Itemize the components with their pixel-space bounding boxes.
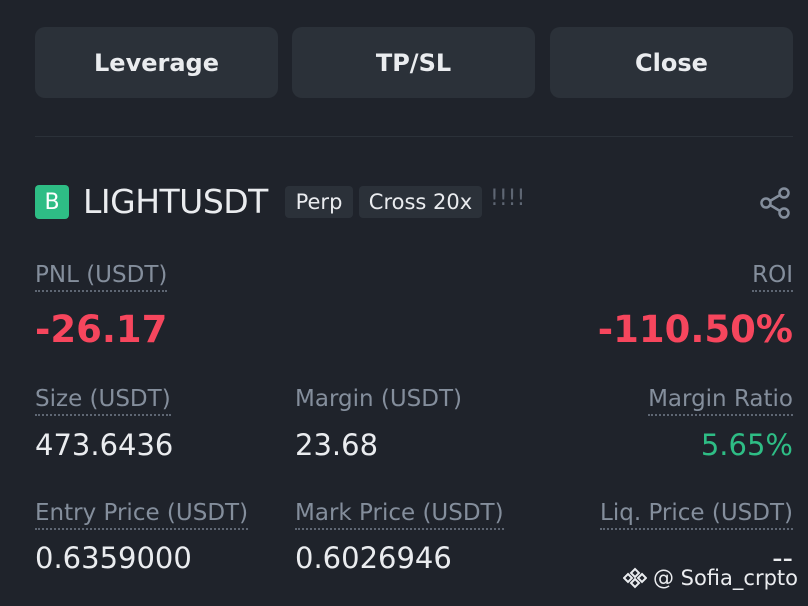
tag: Perp <box>285 186 353 218</box>
close-button[interactable]: Close <box>550 27 793 98</box>
liq-price-value: -- <box>772 541 793 575</box>
tpsl-button[interactable]: TP/SL <box>292 27 535 98</box>
margin-label: Margin (USDT) <box>295 386 463 412</box>
liq-price-label: Liq. Price (USDT) <box>600 498 793 530</box>
margin-ratio-label: Margin Ratio <box>648 384 793 416</box>
watermark: @ Sofia_crpto <box>622 566 798 590</box>
mark-price-value: 0.6026946 <box>295 541 452 575</box>
pnl-value: -26.17 <box>35 308 168 351</box>
alert-indicator: !!!! <box>490 186 526 211</box>
roi-value: -110.50% <box>597 308 793 351</box>
symbol[interactable]: LIGHTUSDT <box>83 182 268 221</box>
tag: Cross 20x <box>359 186 482 218</box>
size-label: Size (USDT) <box>35 384 171 416</box>
roi-label: ROI <box>752 260 793 292</box>
entry-price-label: Entry Price (USDT) <box>35 498 249 530</box>
entry-price-value: 0.6359000 <box>35 541 192 575</box>
divider <box>35 136 793 137</box>
margin-value: 23.68 <box>295 428 379 462</box>
size-value: 473.6436 <box>35 428 174 462</box>
margin-ratio-value: 5.65% <box>700 428 793 462</box>
mark-price-label: Mark Price (USDT) <box>295 498 504 530</box>
watermark-text: @ Sofia_crpto <box>652 566 798 590</box>
watermark-logo <box>622 567 647 589</box>
side-badge: B <box>35 185 69 219</box>
share-icon[interactable] <box>758 186 792 220</box>
pnl-label: PNL (USDT) <box>35 260 168 292</box>
leverage-button[interactable]: Leverage <box>35 27 278 98</box>
